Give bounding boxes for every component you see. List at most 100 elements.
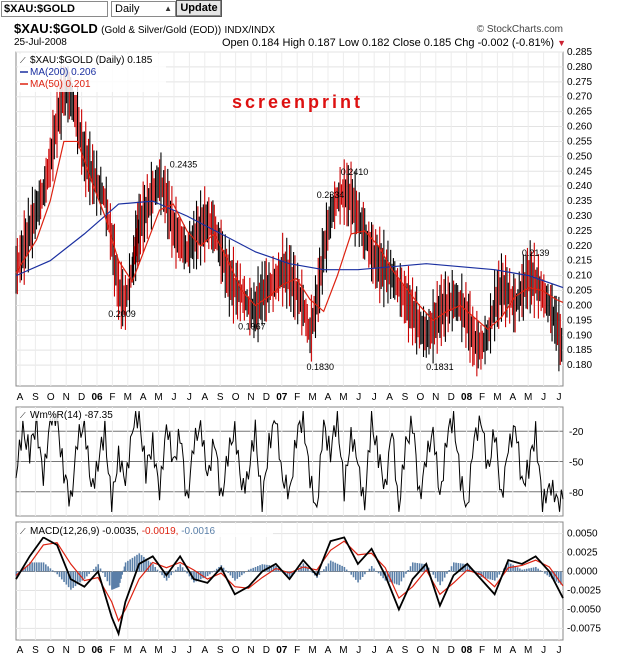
price-annotation: 0.2410: [341, 167, 369, 177]
symbol-input[interactable]: $XAU:$GOLD: [1, 1, 108, 17]
macd-histogram-bar: [65, 571, 68, 585]
price-annotation: 0.1967: [238, 321, 266, 331]
price-xtick-label: 07: [276, 392, 288, 403]
macd-histogram-bar: [206, 571, 209, 577]
macd-histogram-bar: [156, 569, 159, 572]
macd-histogram-bar: [102, 571, 104, 573]
macd-histogram-bar: [120, 571, 122, 579]
macd-histogram-bar: [484, 571, 487, 579]
macd-histogram-bar: [49, 568, 52, 572]
period-select[interactable]: Daily ▲︎: [111, 1, 176, 17]
price-ytick-label: 0.180: [567, 360, 592, 371]
toolbar: $XAU:$GOLD Daily ▲︎ Update: [0, 0, 621, 18]
macd-histogram-bar: [434, 571, 437, 579]
macd-histogram-bar: [291, 571, 293, 577]
macd-histogram-bar: [318, 571, 321, 576]
macd-xtick-label: J: [557, 645, 562, 656]
macd-histogram-bar: [514, 566, 517, 572]
macd-signal-line: [15, 540, 564, 623]
macd-ytick-label: -0.0075: [567, 623, 601, 634]
price-xtick-label: A: [386, 392, 393, 403]
macd-histogram-bar: [348, 571, 350, 573]
macd-histogram-bar: [111, 571, 113, 590]
macd-histogram-bar: [63, 571, 65, 582]
macd-histogram-bar: [270, 565, 273, 572]
macd-xtick-label: S: [217, 645, 224, 656]
macd-panel: 0.0050 0.0025 0.0000 -0.0025 -0.0050 -0.0075 A…: [15, 521, 601, 656]
price-ytick-label: 0.280: [567, 62, 592, 73]
price-xtick-label: A: [325, 392, 332, 403]
update-button[interactable]: Update: [176, 0, 222, 17]
macd-histogram-bar: [393, 571, 396, 584]
macd-histogram-bar: [22, 569, 24, 572]
macd-histogram-bar: [54, 571, 56, 573]
price-xtick-label: F: [294, 392, 300, 403]
price-annotation: 0.2009: [108, 309, 136, 319]
macd-histogram-bar: [250, 568, 252, 572]
ohlc-readout: Open 0.184 High 0.187 Low 0.182 Close 0.…: [222, 37, 566, 49]
price-xtick-label: O: [47, 392, 55, 403]
watermark-text: screenprint: [232, 92, 364, 112]
macd-histogram-bar: [557, 571, 560, 584]
price-xtick-label: J: [187, 392, 192, 403]
macd-histogram-bar: [402, 571, 405, 578]
chevron-down-icon: ▲︎: [164, 4, 172, 13]
macd-histogram-bar: [215, 568, 218, 572]
price-annotation: 0.2139: [522, 248, 550, 258]
macd-histogram-bar: [450, 566, 453, 572]
macd-histogram-bar: [286, 571, 289, 577]
macd-xtick-label: M: [339, 645, 347, 656]
macd-histogram-bar: [537, 568, 539, 572]
williams-ytick-label: -50: [569, 458, 584, 469]
price-ytick-label: 0.235: [567, 196, 592, 207]
macd-histogram-bar: [24, 566, 27, 572]
macd-xtick-label: A: [140, 645, 147, 656]
macd-histogram-bar: [336, 563, 339, 572]
price-xtick-label: S: [402, 392, 409, 403]
macd-histogram-bar: [225, 570, 227, 572]
macd-histogram-bar: [115, 571, 118, 588]
macd-histogram-bar: [104, 571, 106, 577]
macd-histogram-bar: [184, 570, 186, 572]
macd-xtick-label: J: [372, 645, 377, 656]
macd-xtick-label: S: [32, 645, 39, 656]
macd-histogram-bar: [329, 560, 332, 572]
price-xtick-label: S: [32, 392, 39, 403]
macd-histogram-bar: [231, 571, 234, 579]
macd-histogram-bar: [243, 571, 245, 574]
macd-histogram-bar: [464, 563, 466, 572]
williams-ytick-label: -20: [569, 427, 584, 438]
macd-histogram-bar: [241, 571, 243, 576]
macd-histogram-bar: [51, 570, 54, 572]
macd-histogram-bar: [79, 571, 81, 583]
macd-histogram-bar: [304, 565, 307, 572]
macd-histogram-bar: [475, 571, 478, 573]
macd-histogram-bar: [352, 571, 355, 578]
williams-legend-bg: [18, 409, 114, 421]
price-legend-entry: $XAU:$GOLD (Daily) 0.185: [30, 55, 153, 66]
price-xtick-label: M: [154, 392, 162, 403]
macd-histogram-bar: [539, 570, 542, 572]
macd-xtick-label: F: [294, 645, 300, 656]
macd-histogram-bar: [154, 566, 157, 572]
price-xtick-label: M: [524, 392, 532, 403]
macd-histogram-bar: [459, 563, 462, 572]
macd-legend-macd: MACD(12,26,9) -0.0035,: [30, 526, 142, 537]
price-ytick-label: 0.275: [567, 77, 592, 88]
macd-xtick-label: D: [78, 645, 85, 656]
macd-histogram-bar: [519, 568, 521, 572]
macd-histogram-bar: [535, 566, 537, 572]
price-ytick-label: 0.285: [567, 47, 592, 58]
price-xtick-label: O: [417, 392, 425, 403]
macd-legend: MACD(12,26,9) -0.0035, -0.0019, -0.0016: [30, 526, 216, 537]
macd-histogram-bar: [396, 571, 398, 585]
macd-histogram-bar: [152, 564, 154, 572]
macd-xtick-label: M: [308, 645, 316, 656]
price-xtick-label: J: [172, 392, 177, 403]
macd-histogram-bar: [238, 571, 241, 577]
macd-histogram-bar: [170, 571, 172, 576]
price-annotation: 0.2334: [317, 190, 345, 200]
macd-histogram-bar: [528, 568, 530, 572]
